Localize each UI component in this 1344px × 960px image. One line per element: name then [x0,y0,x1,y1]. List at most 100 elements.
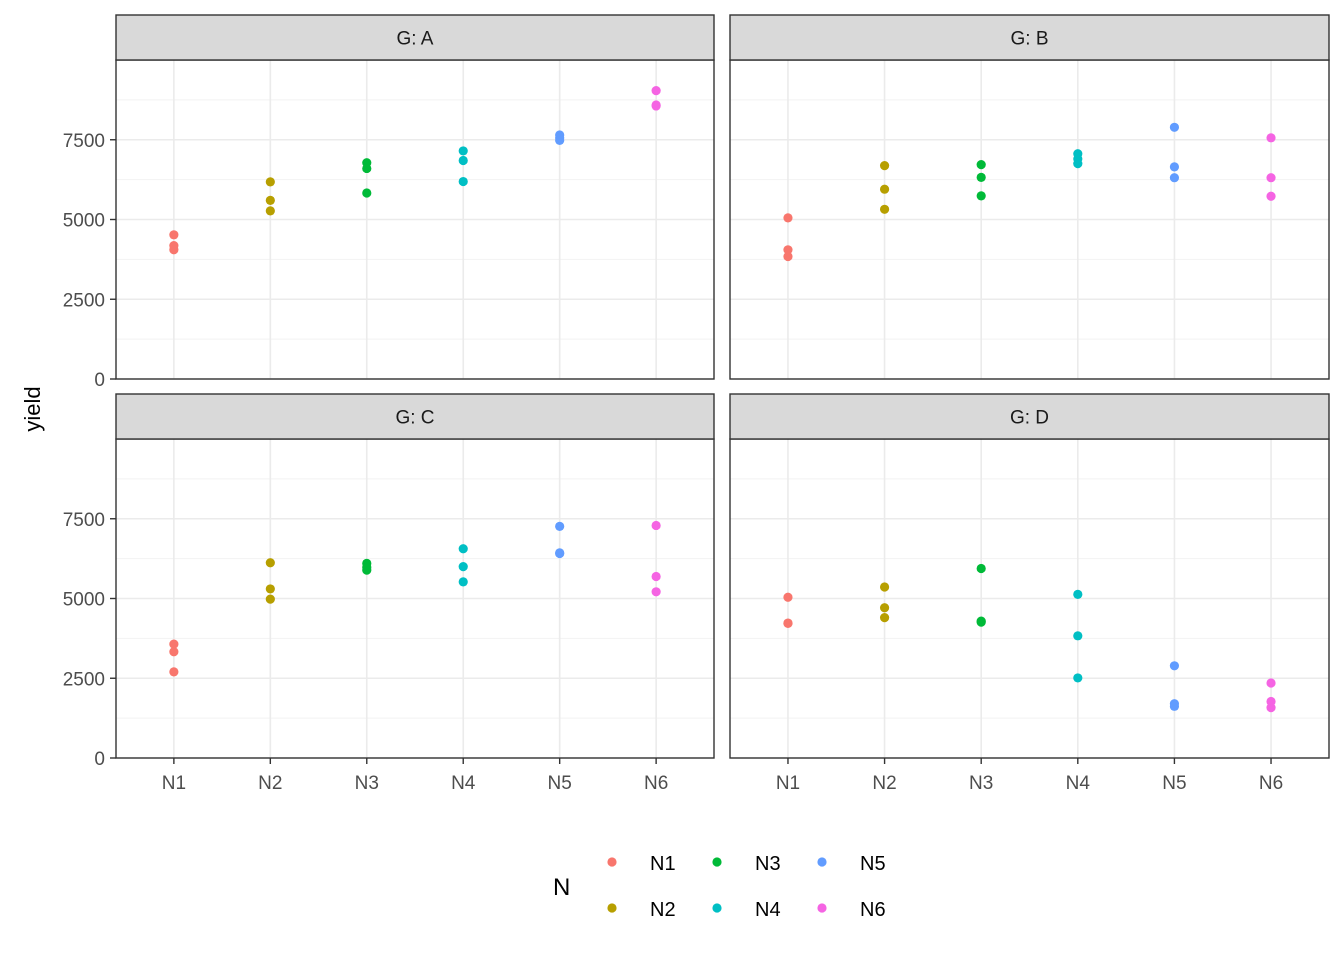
legend-key-n1 [607,857,617,867]
data-point-n4 [458,577,468,587]
legend-item-n2: N2 [607,899,676,921]
data-point-n5 [1169,701,1180,711]
facet-strip-label: G: D [1010,408,1049,429]
data-point-n1 [169,647,179,657]
legend-key-n4 [712,903,722,913]
data-point-n4 [1073,159,1083,169]
facet-strip-label: G: B [1010,29,1048,50]
y-tick-label: 0 [94,749,105,770]
legend-label: N6 [860,899,886,921]
data-point-n3 [976,191,986,201]
data-point-n2 [879,160,890,171]
facet-strip-label: G: C [395,408,434,429]
data-point-n4 [1073,673,1083,683]
data-point-n3 [362,188,372,198]
data-point-n4 [458,562,468,572]
data-point-n2 [265,206,275,216]
legend-key-n5 [817,857,827,867]
data-point-n1 [169,639,179,649]
y-tick-label: 7500 [63,510,105,531]
data-point-n3 [976,617,986,627]
data-point-n5 [555,548,565,559]
facet-panel: G: C 0 2500 5000 7500 N1 N2 N3 N4 N5 N6 [63,393,715,794]
facet-panel: G: D N1 N2 N3 N4 N5 N6 [729,393,1330,794]
data-point-n1 [169,667,179,677]
data-point-n2 [879,603,890,613]
data-point-n3 [976,160,986,170]
y-tick-label: 2500 [63,669,105,690]
data-point-n6 [1266,133,1276,143]
data-point-n4 [458,176,468,187]
legend-item-n1: N1 [607,853,676,875]
x-tick-label: N1 [162,773,186,794]
x-tick-label: N5 [1162,773,1186,794]
facet-panel: G: B [729,14,1330,380]
facet-strip [729,14,1330,61]
y-tick-label: 2500 [63,290,105,311]
data-point-n6 [1266,191,1276,201]
facet-strip [115,14,715,61]
data-point-n1 [783,245,793,255]
data-point-n1 [783,251,793,262]
legend-key-n3 [712,857,722,867]
data-point-n5 [555,135,565,145]
x-tick-label: N3 [355,773,379,794]
facet-panel: G: A 0 2500 5000 7500 [63,14,715,391]
data-point-n2 [265,195,275,205]
legend-key-n2 [607,903,617,913]
data-point-n5 [555,521,565,532]
x-tick-label: N6 [1259,773,1283,794]
y-tick-label: 0 [94,370,105,391]
data-point-n3 [362,163,372,174]
legend-label: N4 [755,899,781,921]
data-point-n1 [169,230,179,240]
data-point-n1 [783,592,793,602]
legend-title: N [553,874,570,901]
data-point-n6 [651,101,661,111]
facet-strip [115,393,715,440]
data-point-n4 [458,146,468,156]
data-point-n2 [265,558,275,568]
legend-label: N1 [650,853,676,875]
data-point-n4 [458,544,468,554]
data-point-n4 [1073,631,1083,641]
y-tick-label: 5000 [63,590,105,611]
x-tick-label: N1 [776,773,800,794]
y-tick-label: 7500 [63,131,105,152]
data-point-n6 [651,571,661,582]
x-tick-label: N5 [548,773,572,794]
data-point-n6 [1266,702,1276,713]
legend-item-n3: N3 [712,853,781,875]
legend-item-n5: N5 [817,853,886,875]
x-tick-label: N4 [451,773,476,794]
data-point-n3 [362,565,372,575]
data-point-n2 [879,184,890,194]
data-point-n3 [976,172,986,182]
data-point-n6 [1266,173,1276,183]
data-point-n5 [1169,122,1180,132]
data-point-n1 [169,245,179,255]
data-point-n5 [1169,173,1180,183]
data-point-n2 [879,613,890,623]
data-point-n6 [651,86,661,96]
data-point-n4 [1073,589,1083,599]
facet-strip-label: G: A [397,29,434,50]
legend-label: N3 [755,853,781,875]
x-tick-label: N6 [644,773,668,794]
data-point-n3 [976,563,986,574]
data-point-n5 [1169,162,1180,172]
legend-label: N5 [860,853,886,875]
legend-key-n6 [817,903,827,913]
x-tick-label: N3 [969,773,993,794]
legend-label: N2 [650,899,676,921]
data-point-n4 [458,155,468,166]
data-point-n6 [651,587,661,597]
data-point-n2 [265,584,275,594]
data-point-n2 [879,582,890,592]
data-point-n1 [783,213,793,223]
data-point-n1 [783,618,793,628]
facet-strip [729,393,1330,440]
data-point-n6 [651,520,661,531]
x-tick-label: N2 [872,773,896,794]
